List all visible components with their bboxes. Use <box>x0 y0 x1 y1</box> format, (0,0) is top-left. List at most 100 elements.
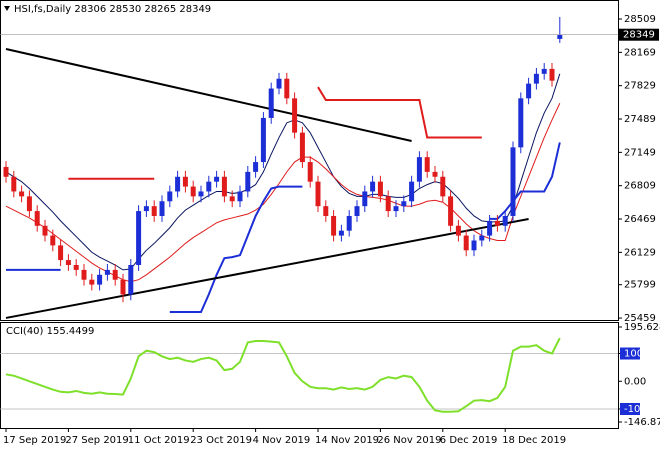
candle-body <box>432 171 438 177</box>
y-tick-label: 26129 <box>624 247 656 258</box>
candle-body <box>331 215 337 236</box>
last-price-label: 28349 <box>623 30 655 41</box>
candle-body <box>3 166 9 177</box>
candle-body <box>276 78 282 89</box>
candle-body <box>416 157 422 182</box>
y-tick-label: 0.00 <box>624 376 646 387</box>
candle-body <box>214 176 220 182</box>
candle-body <box>541 68 547 74</box>
trendline <box>5 218 529 319</box>
x-tick-label: 27 Sep 2019 <box>65 435 128 446</box>
candle-body <box>401 201 407 207</box>
candle-body <box>479 235 485 241</box>
candle-body <box>136 211 142 265</box>
x-tick-label: 4 Nov 2019 <box>253 435 311 446</box>
candle-body <box>182 176 188 187</box>
candle-body <box>284 78 290 99</box>
candle-body <box>206 181 212 192</box>
candle-body <box>229 196 235 202</box>
candle-body <box>50 235 56 246</box>
candle-body <box>151 206 157 216</box>
candle-body <box>120 279 126 295</box>
main-frame <box>0 0 619 321</box>
candle-body <box>58 245 64 261</box>
candle-body <box>549 68 555 81</box>
candle-body <box>393 206 399 212</box>
candle-body <box>167 191 173 202</box>
cci-title: CCI(40) 155.4499 <box>6 326 94 337</box>
candle-body <box>315 181 321 207</box>
y-tick-label: -146.876 <box>624 417 660 428</box>
cci-line <box>5 337 561 413</box>
candle-body <box>354 206 360 216</box>
y-tick-label: 27829 <box>624 81 656 92</box>
x-tick-label: 6 Dec 2019 <box>440 435 498 446</box>
candle-body <box>323 206 329 216</box>
candle-body <box>494 220 500 226</box>
title-icon <box>4 6 10 11</box>
candle-body <box>143 206 149 212</box>
x-tick-label: 26 Nov 2019 <box>377 435 441 446</box>
level-box <box>620 347 640 360</box>
x-tick-label: 11 Oct 2019 <box>128 435 190 446</box>
candle-body <box>175 176 181 192</box>
candle-body <box>97 274 103 285</box>
indicator-line <box>68 86 482 180</box>
candle-body <box>463 235 469 251</box>
candle-body <box>81 269 87 280</box>
candle-body <box>89 279 95 285</box>
y-tick-label: 27489 <box>624 114 656 125</box>
cci-frame <box>0 322 619 429</box>
x-tick-label: 23 Oct 2019 <box>190 435 252 446</box>
candle-body <box>502 215 508 226</box>
indicator-line <box>5 103 561 283</box>
candle-body <box>526 83 532 99</box>
y-tick-label: 26469 <box>624 214 656 225</box>
candle-body <box>409 181 415 202</box>
trendline <box>5 48 412 142</box>
candle-body <box>471 240 477 251</box>
candle-body <box>245 171 251 192</box>
y-tick-label: 195.6284 <box>624 322 660 333</box>
candle-body <box>42 225 48 236</box>
x-tick-label: 14 Nov 2019 <box>315 435 379 446</box>
candle-body <box>221 176 227 197</box>
candle-body <box>385 196 391 212</box>
candle-body <box>299 132 305 163</box>
candle-body <box>112 269 118 280</box>
candle-body <box>128 265 134 295</box>
candle-body <box>65 260 71 265</box>
candle-body <box>292 98 298 133</box>
indicator-line <box>6 142 561 314</box>
x-tick-label: 17 Sep 2019 <box>3 435 66 446</box>
candle-body <box>557 34 563 39</box>
candle-body <box>260 117 266 163</box>
candle-body <box>198 191 204 197</box>
candle-body <box>424 157 430 172</box>
y-tick-label: 25459 <box>624 313 656 324</box>
candle-body <box>346 215 352 231</box>
candle-body <box>518 98 524 148</box>
candle-body <box>440 176 446 197</box>
y-tick-label: 27149 <box>624 147 656 158</box>
candle-body <box>104 269 110 275</box>
y-tick-label: 26809 <box>624 181 656 192</box>
chart-title: HSI,fs,Daily 28306 28530 28265 28349 <box>14 4 211 15</box>
y-tick-label: -100 <box>624 404 647 415</box>
y-tick-label: 100 <box>624 349 643 360</box>
candle-body <box>377 181 383 197</box>
candle-body <box>448 196 454 226</box>
candle-body <box>253 162 259 172</box>
candle-body <box>159 201 165 216</box>
candle-body <box>370 181 376 192</box>
candle-body <box>19 191 25 197</box>
candle-body <box>34 211 40 226</box>
x-tick-label: 18 Dec 2019 <box>502 435 566 446</box>
y-tick-label: 28509 <box>624 14 656 25</box>
candle-body <box>73 265 79 270</box>
candle-body <box>510 147 516 216</box>
level-box <box>620 402 640 415</box>
candle-body <box>307 162 313 182</box>
indicator-line <box>5 73 561 271</box>
